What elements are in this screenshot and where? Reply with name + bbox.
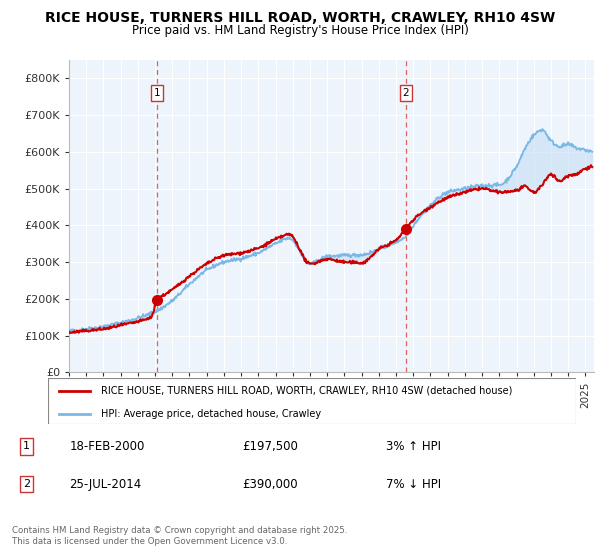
- Text: 7% ↓ HPI: 7% ↓ HPI: [386, 478, 442, 491]
- Text: 3% ↑ HPI: 3% ↑ HPI: [386, 440, 442, 453]
- FancyBboxPatch shape: [48, 378, 576, 424]
- Text: RICE HOUSE, TURNERS HILL ROAD, WORTH, CRAWLEY, RH10 4SW: RICE HOUSE, TURNERS HILL ROAD, WORTH, CR…: [45, 11, 555, 25]
- Text: RICE HOUSE, TURNERS HILL ROAD, WORTH, CRAWLEY, RH10 4SW (detached house): RICE HOUSE, TURNERS HILL ROAD, WORTH, CR…: [101, 386, 512, 396]
- Text: 2: 2: [403, 88, 409, 98]
- Text: £197,500: £197,500: [242, 440, 298, 453]
- Text: £390,000: £390,000: [242, 478, 298, 491]
- Text: 1: 1: [23, 441, 30, 451]
- Text: HPI: Average price, detached house, Crawley: HPI: Average price, detached house, Craw…: [101, 409, 321, 419]
- Text: Contains HM Land Registry data © Crown copyright and database right 2025.
This d: Contains HM Land Registry data © Crown c…: [12, 526, 347, 546]
- Text: 18-FEB-2000: 18-FEB-2000: [70, 440, 145, 453]
- Text: 1: 1: [154, 88, 160, 98]
- Text: Price paid vs. HM Land Registry's House Price Index (HPI): Price paid vs. HM Land Registry's House …: [131, 24, 469, 36]
- Text: 25-JUL-2014: 25-JUL-2014: [70, 478, 142, 491]
- Text: 2: 2: [23, 479, 30, 489]
